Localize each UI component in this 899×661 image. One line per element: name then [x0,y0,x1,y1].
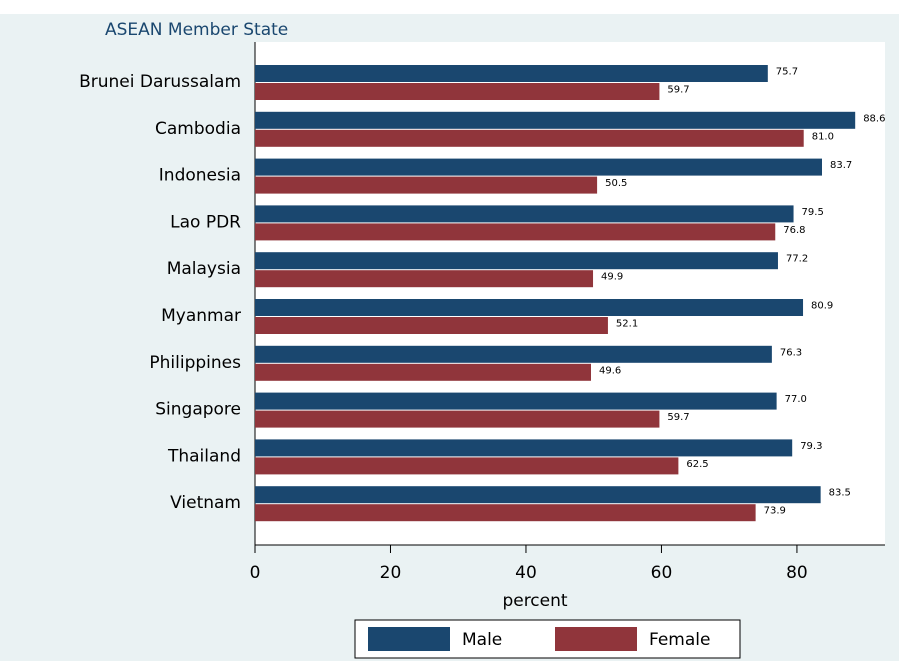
x-tick-label: 20 [380,563,402,583]
value-label: 83.5 [829,488,851,499]
y-tick-label: Thailand [167,446,241,466]
bar [255,158,822,176]
axis-title: ASEAN Member State [105,20,288,40]
value-label: 76.3 [780,347,802,358]
x-tick-label: 80 [786,563,808,583]
y-tick-label: Cambodia [155,119,241,139]
bar [255,439,793,457]
value-label: 75.7 [776,67,798,78]
y-tick-label: Lao PDR [170,212,241,232]
y-tick-label: Myanmar [161,306,241,326]
bar [255,392,777,410]
x-tick-label: 40 [515,563,537,583]
bar [255,176,598,194]
bar [255,317,608,334]
bar [255,129,804,147]
value-label: 77.0 [785,394,807,405]
y-tick-label: Singapore [155,400,241,420]
value-label: 49.9 [601,272,623,283]
value-label: 59.7 [667,412,689,423]
bar [255,410,660,428]
y-tick-label: Malaysia [167,259,241,279]
bar [255,111,856,129]
value-label: 76.8 [783,225,805,236]
legend-label: Female [649,630,710,650]
y-tick-label: Vietnam [170,493,241,513]
bar [255,299,804,316]
value-label: 80.9 [811,301,833,312]
value-label: 79.3 [800,441,822,452]
value-label: 49.6 [599,365,621,376]
value-label: 59.7 [667,85,689,96]
value-label: 52.1 [616,319,638,330]
bar [255,345,772,363]
value-label: 83.7 [830,160,852,171]
bar [255,65,768,82]
bar [255,223,776,241]
legend-swatch [368,627,450,651]
value-label: 73.9 [764,506,786,517]
value-label: 88.6 [863,113,885,124]
y-tick-label: Indonesia [159,166,241,186]
value-label: 50.5 [605,178,627,189]
legend-label: Male [462,630,502,650]
bar [255,504,756,522]
x-axis-label: percent [502,591,567,611]
bar [255,486,821,504]
bar [255,83,660,100]
x-tick-label: 0 [250,563,261,583]
bar [255,252,778,270]
y-tick-label: Philippines [149,353,241,373]
x-tick-label: 60 [651,563,673,583]
bar [255,457,679,475]
bar [255,363,591,381]
bar [255,205,794,223]
value-label: 62.5 [686,459,708,470]
value-label: 77.2 [786,254,808,265]
bar [255,270,594,288]
value-label: 79.5 [802,207,824,218]
y-tick-label: Brunei Darussalam [79,72,241,92]
value-label: 81.0 [812,131,834,142]
legend-swatch [555,627,637,651]
